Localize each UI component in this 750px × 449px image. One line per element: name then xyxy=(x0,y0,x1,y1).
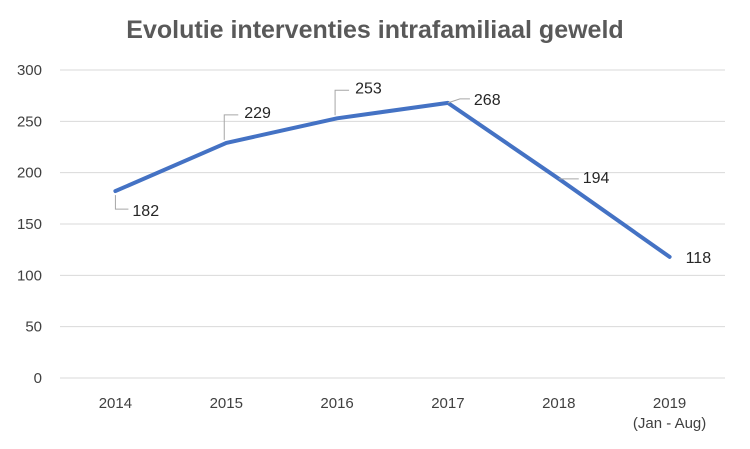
series-line xyxy=(113,100,672,259)
x-tick-label: 2018 xyxy=(542,395,575,412)
y-tick-label: 0 xyxy=(34,370,42,387)
y-tick-label: 300 xyxy=(17,62,42,79)
y-tick-label: 250 xyxy=(17,113,42,130)
y-tick-label: 100 xyxy=(17,267,42,284)
data-label-leaders xyxy=(114,89,579,210)
data-label: 182 xyxy=(132,203,159,220)
x-axis-tick-labels: 2014 2015 2016 2017 2018 2019 (Jan - Aug) xyxy=(99,395,707,432)
x-tick-label: 2019 xyxy=(653,395,686,412)
x-tick-label: (Jan - Aug) xyxy=(633,415,706,432)
data-label: 268 xyxy=(474,92,501,109)
data-label: 253 xyxy=(355,80,382,97)
data-labels: 182 229 253 268 194 118 xyxy=(132,80,711,267)
data-label-leader xyxy=(447,98,470,104)
data-label: 229 xyxy=(244,105,271,122)
y-tick-label: 150 xyxy=(17,216,42,233)
gridlines xyxy=(60,69,725,379)
chart-title: Evolutie interventies intrafamiliaal gew… xyxy=(126,16,623,44)
data-label: 194 xyxy=(583,170,610,187)
y-tick-label: 50 xyxy=(25,319,42,336)
x-tick-label: 2015 xyxy=(210,395,243,412)
y-tick-label: 200 xyxy=(17,165,42,182)
x-tick-label: 2014 xyxy=(99,395,132,412)
data-label: 118 xyxy=(686,250,712,267)
x-tick-label: 2017 xyxy=(431,395,464,412)
y-axis-tick-labels: 0 50 100 150 200 250 300 xyxy=(17,62,42,387)
series-group xyxy=(113,100,672,259)
data-label-leader xyxy=(114,195,129,210)
x-tick-label: 2016 xyxy=(320,395,353,412)
data-label-leader xyxy=(223,114,239,140)
data-label-leader xyxy=(334,89,350,116)
